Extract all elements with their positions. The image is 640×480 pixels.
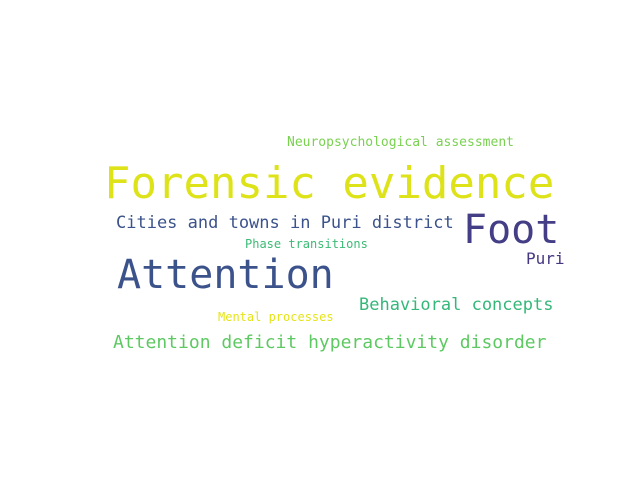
word-phase-transitions: Phase transitions [245, 237, 368, 251]
word-forensic-evidence: Forensic evidence [104, 158, 555, 209]
word-neuropsychological-assessment: Neuropsychological assessment [287, 135, 514, 150]
word-foot: Foot [463, 207, 560, 253]
word-mental-processes: Mental processes [218, 310, 334, 324]
word-cities-and-towns-in-puri-district: Cities and towns in Puri district [116, 213, 454, 233]
word-behavioral-concepts: Behavioral concepts [359, 295, 554, 315]
word-attention: Attention [117, 252, 334, 298]
word-puri: Puri [526, 249, 565, 268]
word-attention-deficit-hyperactivity-disorder: Attention deficit hyperactivity disorder [113, 332, 547, 353]
